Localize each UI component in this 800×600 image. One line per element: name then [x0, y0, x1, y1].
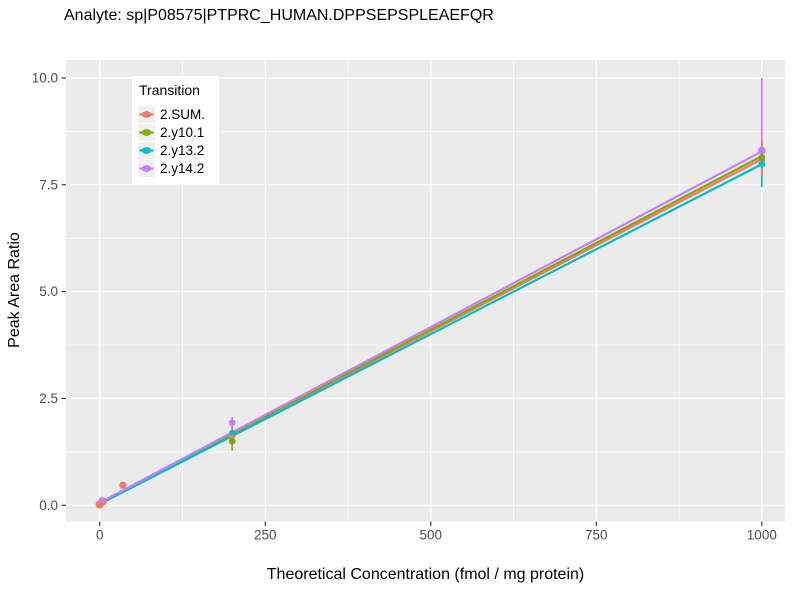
legend-title: Transition [139, 82, 200, 98]
legend-key-pointrange-icon [138, 106, 155, 123]
legend-key-pointrange-icon [138, 142, 155, 159]
data-point [98, 497, 105, 504]
y-tick-label: 7.5 [39, 177, 58, 192]
legend-entry-label: 2.y13.2 [160, 143, 205, 158]
legend: Transition 2.SUM. 2.y10.1 2.y13.2 2.y14.2 [132, 76, 219, 184]
legend-entry: 2.y13.2 [138, 142, 219, 159]
x-tick-label: 500 [420, 528, 443, 543]
legend-entry-label: 2.SUM. [160, 107, 206, 122]
legend-key-pointrange-icon [138, 124, 155, 141]
y-tick-label: 0.0 [39, 498, 58, 513]
y-tick-label: 2.5 [39, 391, 58, 406]
legend-entry-label: 2.y14.2 [160, 161, 205, 176]
data-point [228, 437, 236, 445]
data-point [758, 160, 766, 168]
legend-key-pointrange-icon [138, 160, 155, 177]
legend-entries: 2.SUM. 2.y10.1 2.y13.2 2.y14.2 [138, 106, 219, 177]
legend-entry-label: 2.y10.1 [160, 125, 205, 140]
y-tick-label: 10.0 [32, 71, 58, 86]
data-point [758, 154, 766, 161]
y-axis-label: Peak Area Ratio [6, 232, 23, 348]
x-tick-label: 250 [254, 528, 277, 543]
x-axis-label: Theoretical Concentration (fmol / mg pro… [266, 566, 585, 583]
data-point [758, 146, 766, 155]
legend-entry: 2.y14.2 [138, 160, 219, 177]
legend-entry: 2.y10.1 [138, 124, 219, 141]
x-tick-label: 750 [585, 528, 608, 543]
data-point [119, 481, 127, 489]
fit-line [98, 150, 763, 504]
x-tick-label: 1000 [747, 528, 777, 543]
data-point [228, 419, 236, 427]
data-point [229, 429, 236, 436]
legend-entry: 2.SUM. [138, 106, 219, 123]
y-tick-label: 5.0 [39, 284, 58, 299]
chart-title: Analyte: sp|P08575|PTPRC_HUMAN.DPPSEPSPL… [64, 7, 494, 24]
fit-line [98, 163, 763, 506]
x-tick-label: 0 [96, 528, 104, 543]
